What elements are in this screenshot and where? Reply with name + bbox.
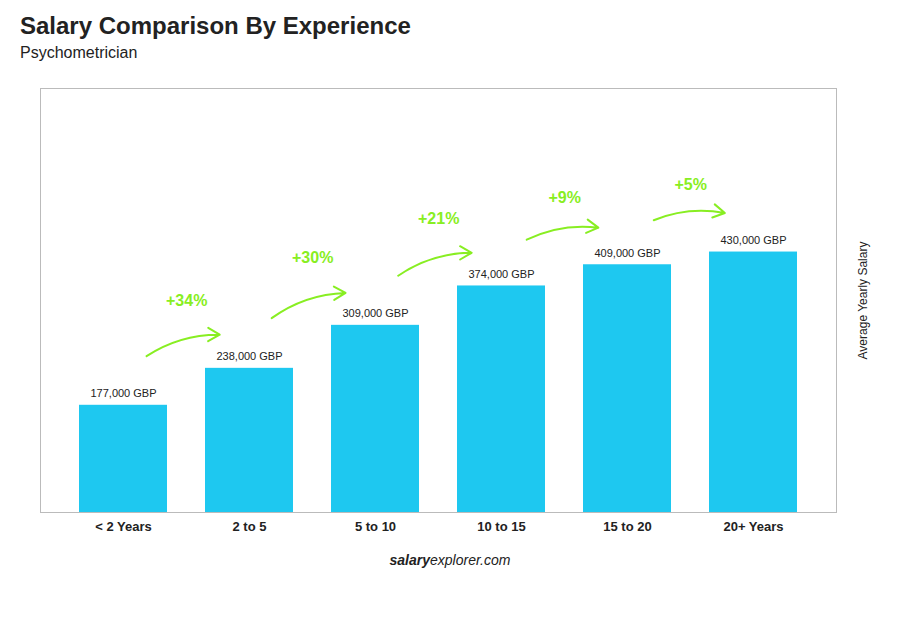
svg-text:+9%: +9%	[548, 189, 580, 206]
svg-text:374,000 GBP: 374,000 GBP	[468, 268, 534, 280]
svg-text:+30%: +30%	[292, 249, 333, 266]
svg-text:409,000 GBP: 409,000 GBP	[594, 247, 660, 259]
svg-text:+21%: +21%	[418, 210, 459, 227]
svg-text:238,000 GBP: 238,000 GBP	[216, 350, 282, 362]
html-text:Psychometrician: Psychometrician	[20, 44, 138, 61]
html-text:salary explorer.com: salary explorer.com	[389, 552, 511, 568]
svg-text:+5%: +5%	[674, 176, 706, 193]
html-text:Salary Comparison By Experienc: Salary Comparison By Experience	[20, 12, 411, 39]
svg-text:2 to 5: 2 to 5	[233, 519, 267, 534]
svg-text:5 to 10: 5 to 10	[355, 519, 396, 534]
svg-text:430,000 GBP: 430,000 GBP	[720, 234, 786, 246]
svg-text:309,000 GBP: 309,000 GBP	[342, 307, 408, 319]
svg-text:20+ Years: 20+ Years	[723, 519, 783, 534]
svg-text:15 to 20: 15 to 20	[603, 519, 651, 534]
svg-text:Average Yearly Salary: Average Yearly Salary	[856, 242, 870, 360]
svg-text:177,000 GBP: 177,000 GBP	[90, 387, 156, 399]
svg-text:+34%: +34%	[166, 292, 207, 309]
svg-text:< 2 Years: < 2 Years	[95, 519, 152, 534]
svg-text:10 to 15: 10 to 15	[477, 519, 525, 534]
